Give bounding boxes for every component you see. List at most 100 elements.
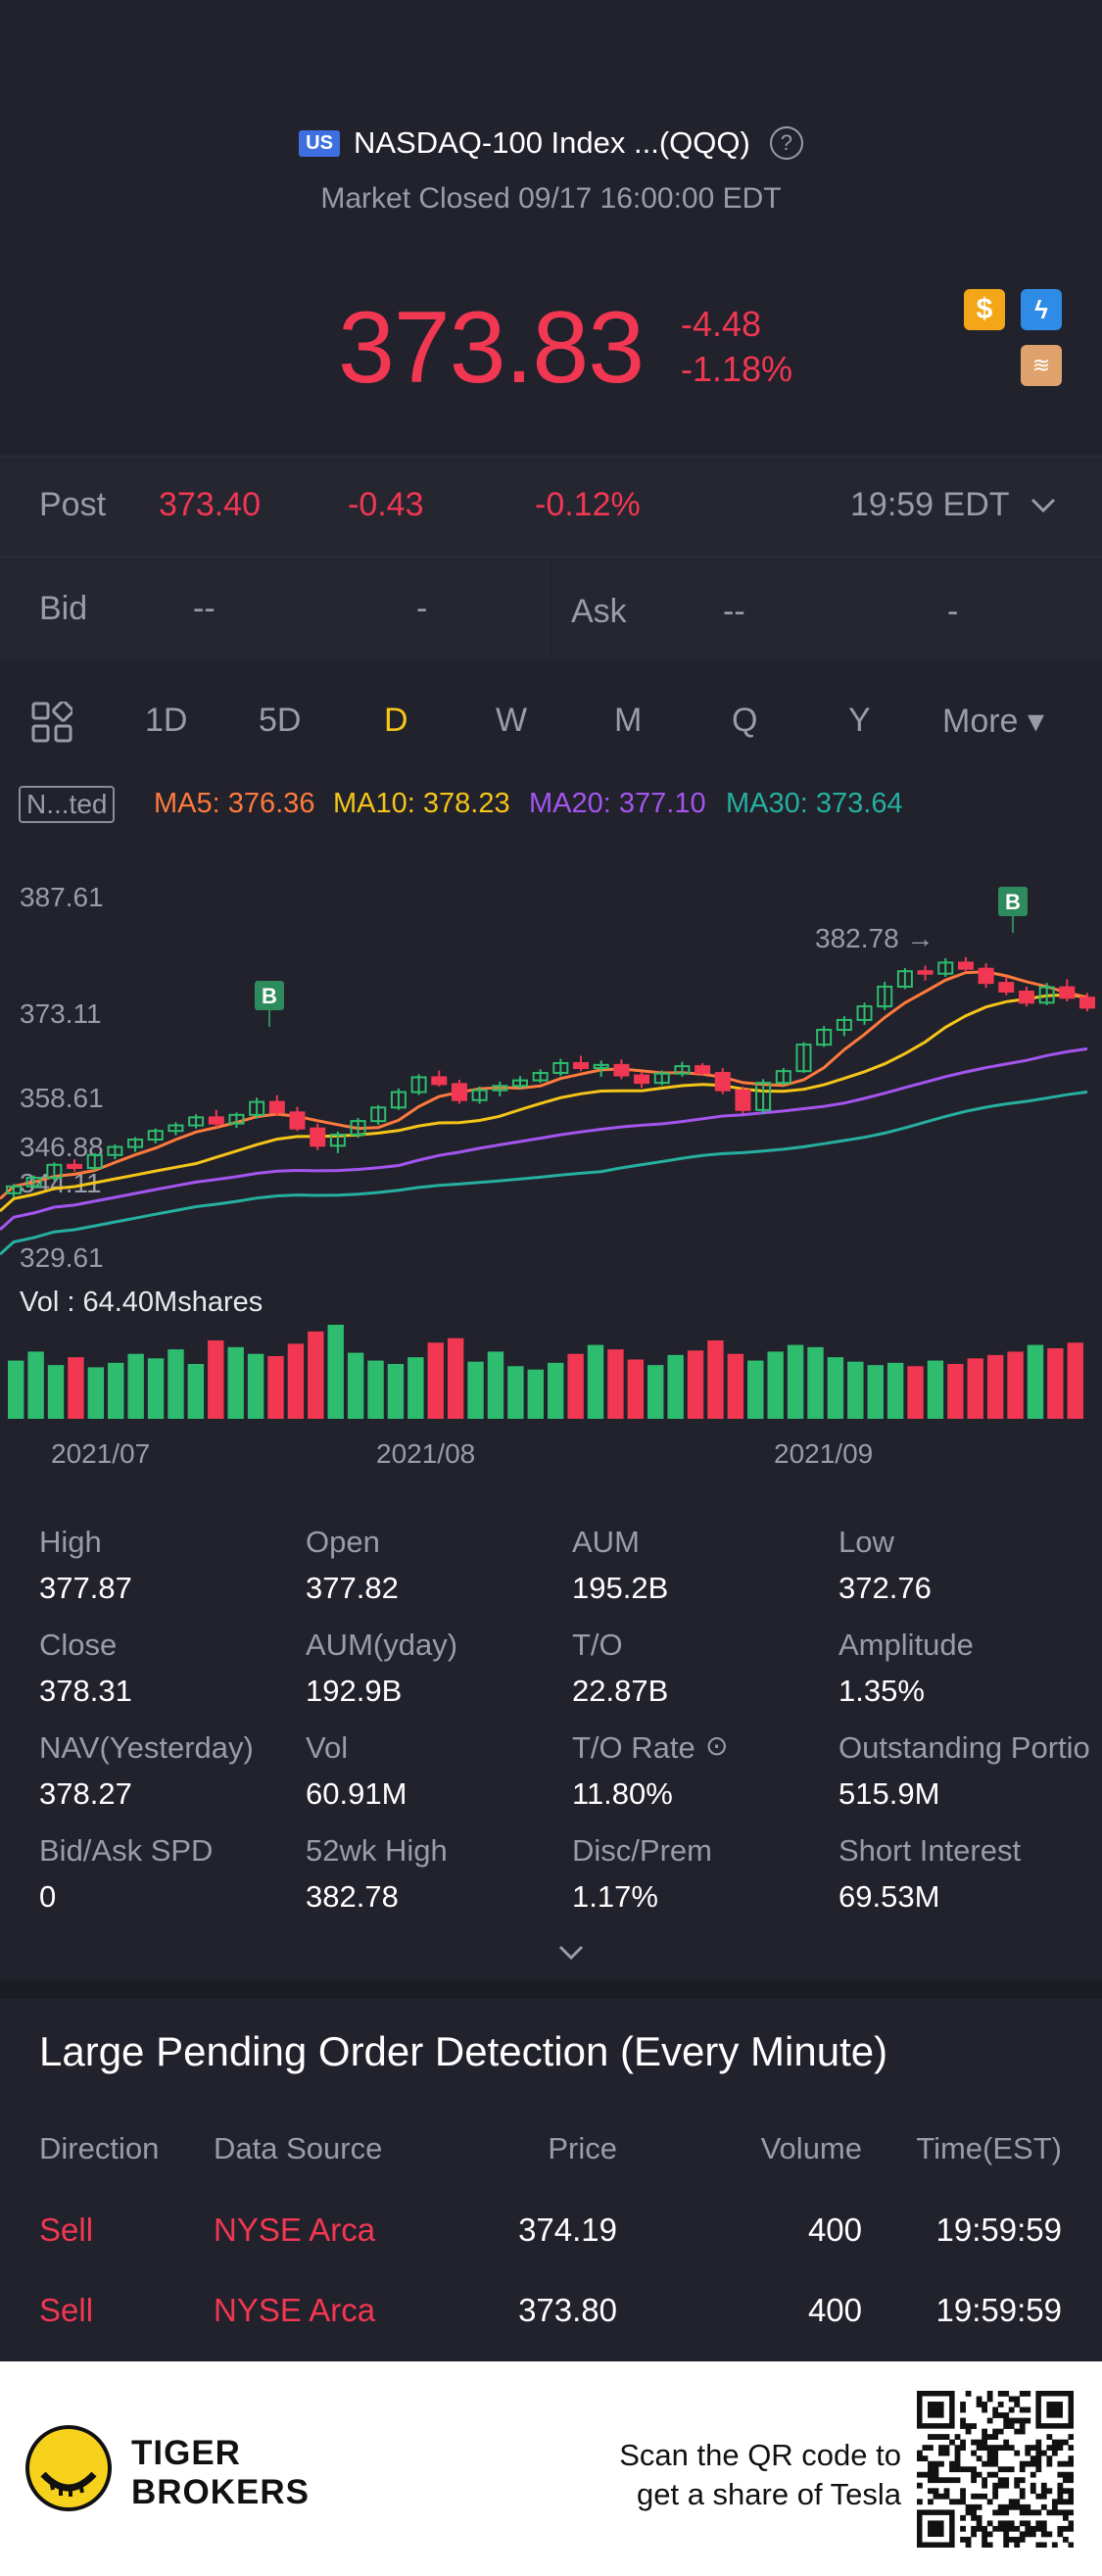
volume-bar (407, 1357, 424, 1419)
brand-line1: TIGER (131, 2434, 241, 2472)
candle-body (1018, 990, 1034, 1004)
kline-chart[interactable]: 387.61373.11358.61346.88344.11329.61382.… (0, 843, 1102, 1480)
candle-body (1059, 986, 1076, 999)
candle-body (249, 1100, 265, 1116)
stat-value: 69.53M (838, 1879, 940, 1914)
stat-label: AUM (572, 1525, 640, 1559)
candle-body (836, 1018, 852, 1031)
expand-chevron-icon[interactable] (558, 1945, 584, 1961)
candle-body (6, 1185, 22, 1194)
stat-value: 377.87 (39, 1571, 132, 1605)
candle-body (653, 1072, 670, 1085)
tab-quarter[interactable]: Q (732, 702, 758, 739)
tab-1d[interactable]: 1D (145, 702, 188, 739)
volume-bar (267, 1356, 284, 1419)
adjust-toggle[interactable]: N...ted (19, 786, 116, 823)
volume-bar (227, 1346, 244, 1419)
grid-icon[interactable] (31, 702, 72, 743)
ma-legend: N...ted MA5: 376.36 MA10: 378.23 MA20: 3… (0, 779, 1102, 833)
volume-label: Vol : 64.40Mshares (20, 1287, 263, 1318)
volume-bar (387, 1364, 405, 1419)
candle-body (917, 970, 934, 975)
stat-value: 192.9B (306, 1674, 403, 1708)
volume-bar (347, 1352, 364, 1419)
tab-year[interactable]: Y (848, 702, 871, 739)
stack-icon[interactable]: ≋ (1021, 345, 1062, 386)
tiger-logo (25, 2425, 112, 2511)
brand-line2: BROKERS (131, 2473, 311, 2511)
candle-body (937, 961, 954, 975)
candle-body (978, 967, 994, 985)
candle-body (816, 1028, 833, 1046)
volume-bar (27, 1351, 44, 1419)
candle-body (471, 1089, 488, 1101)
tab-5d[interactable]: 5D (259, 702, 302, 739)
candle-body (410, 1076, 427, 1094)
volume-bar (467, 1361, 484, 1419)
ma5-line (0, 970, 1088, 1200)
volume-bar (287, 1343, 305, 1419)
tab-week[interactable]: W (496, 702, 528, 739)
x-tick-label: 2021/07 (51, 1438, 150, 1469)
volume-bar (147, 1358, 165, 1419)
last-price: 373.83 (338, 291, 645, 405)
candle-body (856, 1005, 873, 1021)
header-direction: Direction (39, 2131, 160, 2165)
promo-footer: TIGER BROKERS Scan the QR code to get a … (0, 2361, 1102, 2576)
bid-label: Bid (39, 590, 88, 627)
stat-label: Open (306, 1525, 380, 1559)
candle-body (775, 1070, 791, 1085)
volume-bar (647, 1365, 664, 1419)
volume-bar (787, 1344, 804, 1419)
volume-bar (1007, 1351, 1024, 1419)
y-tick-label: 329.61 (20, 1242, 104, 1273)
stat-value: 60.91M (306, 1776, 407, 1811)
volume-bar (447, 1337, 464, 1419)
scan-line1: Scan the QR code to (619, 2438, 901, 2472)
order-source: NYSE Arca (214, 2211, 376, 2248)
ask-size: - (947, 593, 959, 630)
stat-label: Amplitude (838, 1628, 974, 1662)
tab-more[interactable]: More ▾ (942, 703, 1044, 740)
chevron-down-icon[interactable] (1030, 498, 1056, 513)
volume-bar (527, 1369, 544, 1419)
order-direction: Sell (39, 2292, 94, 2328)
candle-body (532, 1072, 549, 1082)
candle-body (795, 1044, 812, 1073)
candle-body (310, 1127, 326, 1147)
order-time: 19:59:59 (935, 2211, 1062, 2248)
post-market-row[interactable]: Post 373.40 -0.43 -0.12% 19:59 EDT (0, 456, 1102, 557)
page-title[interactable]: NASDAQ-100 Index ...(QQQ) (353, 125, 750, 160)
volume-bar (607, 1349, 624, 1419)
tab-month[interactable]: M (614, 702, 643, 739)
volume-bar (127, 1353, 144, 1419)
candle-body (208, 1116, 224, 1125)
flash-level1-icon[interactable]: ϟ (1021, 289, 1062, 330)
more-info-icon[interactable]: ⊙ (705, 1730, 729, 1761)
dollar-icon[interactable]: $ (964, 289, 1005, 330)
buy-marker (998, 887, 1028, 916)
bid-size: - (416, 590, 428, 627)
volume-bar (108, 1362, 124, 1419)
stat-value: 11.80% (572, 1776, 673, 1811)
x-tick-label: 2021/09 (774, 1438, 873, 1469)
candle-body (896, 970, 913, 988)
volume-bar (627, 1359, 645, 1419)
volume-bar (208, 1340, 224, 1419)
stat-value: 378.31 (39, 1674, 132, 1708)
candle-body (957, 961, 974, 970)
candle-body (228, 1113, 245, 1125)
ask-label: Ask (571, 593, 627, 630)
ma30-line (0, 1090, 1088, 1256)
help-icon[interactable]: ? (769, 126, 803, 160)
volume-bar (947, 1364, 964, 1419)
quote-header: US NASDAQ-100 Index ...(QQQ) ? Market Cl… (0, 0, 1102, 456)
tab-day[interactable]: D (384, 702, 408, 739)
candle-body (127, 1139, 144, 1148)
post-change-percent: -0.12% (535, 486, 641, 523)
volume-bar (727, 1353, 744, 1419)
price-change-percent: -1.18% (681, 349, 793, 389)
volume-bar (427, 1342, 444, 1419)
candle-body (188, 1116, 205, 1127)
stat-label: Low (838, 1525, 894, 1559)
